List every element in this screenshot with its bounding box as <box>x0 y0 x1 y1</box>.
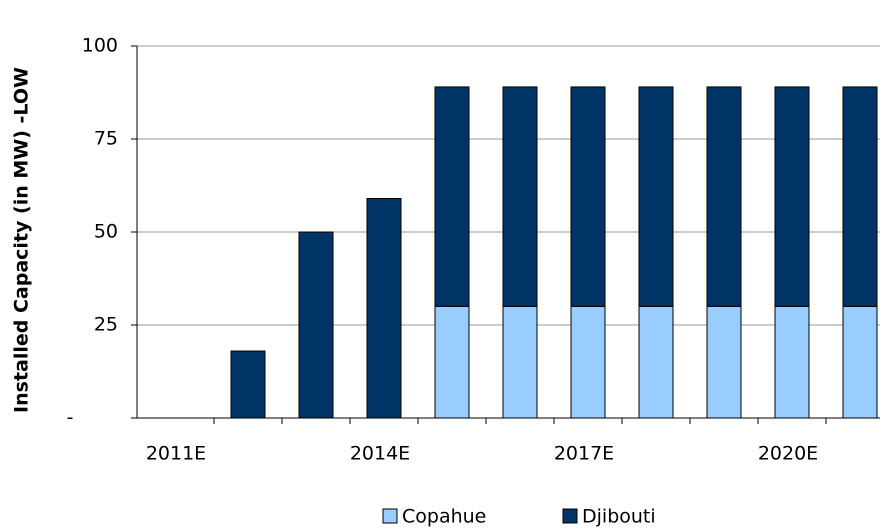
bar-segment <box>502 305 538 419</box>
y-tick-label: 100 <box>82 35 118 57</box>
bar-segment <box>842 86 878 307</box>
bar-segment <box>434 86 470 307</box>
bar-segment <box>570 305 606 419</box>
x-tick-label: 2011E <box>146 443 206 465</box>
legend-label: Djibouti <box>582 506 656 528</box>
x-tick-label: 2020E <box>758 443 818 465</box>
bar-segment <box>706 86 742 307</box>
bar-segment <box>638 305 674 419</box>
bar-segment <box>502 86 538 307</box>
y-tick-label: - <box>67 407 74 429</box>
bar-segment <box>774 86 810 307</box>
legend-label: Copahue <box>402 506 486 528</box>
legend-swatch <box>562 508 578 524</box>
bar-segment <box>706 305 742 419</box>
bar-segment <box>842 305 878 419</box>
y-axis-label: Installed Capacity (in MW) -LOW <box>11 67 33 413</box>
x-tick-label: 2014E <box>350 443 410 465</box>
y-tick-label: 50 <box>94 221 118 243</box>
x-tick-label: 2017E <box>554 443 614 465</box>
y-tick-label: 25 <box>94 314 118 336</box>
bar-segment <box>230 350 266 419</box>
bar-segment <box>434 305 470 419</box>
legend-swatch <box>382 508 398 524</box>
bar-segment <box>366 198 402 419</box>
bar-segment <box>774 305 810 419</box>
bar-segment <box>298 231 334 419</box>
y-tick-label: 75 <box>94 128 118 150</box>
bar-segment <box>638 86 674 307</box>
bar-segment <box>570 86 606 307</box>
